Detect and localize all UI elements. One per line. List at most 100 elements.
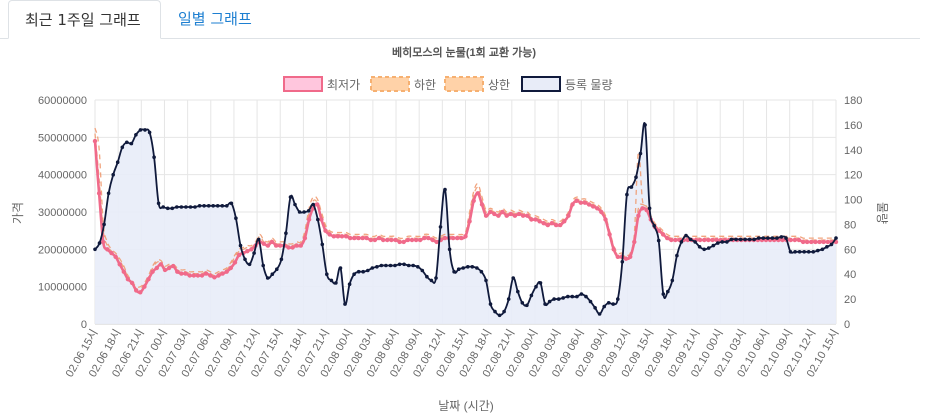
volume-point — [720, 240, 725, 244]
lowest-price-point — [142, 284, 147, 289]
volume-point — [384, 263, 388, 268]
lowest-price-point — [385, 237, 390, 243]
volume-point — [138, 128, 143, 132]
lowest-price-point — [315, 202, 320, 207]
lowest-price-point — [516, 211, 522, 217]
volume-point — [270, 272, 275, 277]
lowest-price-point — [269, 239, 275, 245]
lowest-price-point — [817, 239, 822, 245]
volume-point — [143, 128, 147, 132]
lowest-price-point — [800, 239, 806, 245]
volume-point — [566, 294, 570, 299]
volume-point — [125, 140, 129, 145]
volume-point — [534, 284, 538, 289]
y2-tick-label: 20 — [844, 294, 856, 306]
y2-tick-label: 0 — [844, 319, 850, 331]
volume-point — [706, 246, 711, 250]
lowest-price-point — [595, 206, 600, 211]
lowest-price-point — [109, 250, 114, 256]
lowest-price-point — [628, 254, 633, 259]
lowest-price-point — [360, 235, 365, 241]
volume-point — [366, 268, 370, 273]
volume-point — [147, 130, 152, 135]
volume-point — [338, 266, 343, 270]
volume-point — [734, 237, 738, 242]
volume-point — [252, 251, 256, 255]
lowest-price-point — [372, 237, 378, 243]
volume-point — [625, 192, 629, 197]
volume-point — [825, 245, 829, 249]
lowest-price-point — [825, 239, 830, 245]
volume-point — [370, 266, 375, 270]
lowest-price-point — [697, 237, 703, 243]
volume-point — [570, 294, 575, 299]
lowest-price-point — [809, 239, 814, 245]
lowest-price-point — [187, 273, 192, 278]
volume-point — [466, 265, 470, 269]
y2-tick-label: 140 — [844, 145, 862, 157]
volume-point — [538, 281, 543, 285]
lowest-price-point — [615, 254, 620, 259]
volume-point — [343, 302, 347, 306]
volume-point — [593, 306, 597, 310]
lowest-price-point — [208, 273, 213, 278]
volume-point — [797, 250, 802, 254]
volume-point — [834, 236, 838, 240]
y2-tick-label: 120 — [844, 170, 862, 182]
volume-point — [493, 309, 497, 314]
volume-point — [725, 240, 729, 244]
lowest-price-point — [508, 211, 513, 217]
volume-point — [811, 250, 816, 254]
lowest-price-point — [203, 271, 209, 276]
volume-point — [329, 278, 334, 283]
volume-point — [156, 201, 161, 206]
lowest-price-point — [541, 221, 546, 226]
lowest-price-point — [492, 211, 497, 217]
volume-point — [511, 276, 515, 280]
volume-point — [456, 267, 461, 272]
volume-point — [129, 141, 134, 146]
volume-point — [165, 206, 170, 211]
lowest-price-point — [586, 202, 592, 207]
lowest-price-point — [376, 235, 382, 241]
volume-point — [393, 263, 397, 268]
y-tick-label: 40000000 — [38, 170, 87, 182]
lowest-price-point — [640, 206, 645, 211]
legend-item-upper-bound[interactable]: 상한 — [444, 76, 510, 92]
lowest-price-point — [261, 241, 266, 246]
volume-point — [761, 236, 766, 240]
legend-item-lower-bound[interactable]: 하한 — [370, 76, 436, 92]
volume-point — [561, 296, 565, 300]
tab-recent-week-graph[interactable]: 최근 1주일 그래프 — [8, 0, 161, 39]
tab-daily-graph[interactable]: 일별 그래프 — [178, 10, 252, 28]
volume-point — [502, 309, 506, 314]
volume-point — [316, 217, 320, 222]
volume-point — [756, 236, 761, 240]
lowest-price-point — [220, 271, 225, 276]
lowest-price-point — [483, 213, 489, 218]
volume-point — [529, 293, 534, 298]
lowest-price-point — [442, 235, 448, 241]
legend-item-lowest[interactable]: 최저가 — [283, 76, 360, 92]
lowest-price-point — [298, 243, 303, 248]
lowest-price-point — [434, 239, 439, 245]
volume-point — [770, 236, 775, 240]
volume-point — [670, 278, 675, 283]
lowest-price-point — [549, 221, 555, 226]
volume-point — [134, 133, 138, 137]
y2-tick-label: 80 — [844, 219, 856, 231]
legend-item-volume[interactable]: 등록 물량 — [521, 76, 613, 92]
volume-point — [666, 289, 670, 294]
lowest-price-point — [92, 138, 98, 144]
volume-point — [656, 238, 661, 243]
volume-point — [279, 257, 284, 262]
volume-point — [102, 222, 106, 227]
volume-point — [197, 204, 202, 208]
lowest-price-point — [134, 288, 139, 293]
volume-point — [784, 236, 788, 240]
volume-point — [265, 276, 270, 280]
lowest-price-point — [405, 237, 411, 243]
lowest-price-point — [232, 260, 238, 265]
volume-point — [388, 263, 393, 268]
